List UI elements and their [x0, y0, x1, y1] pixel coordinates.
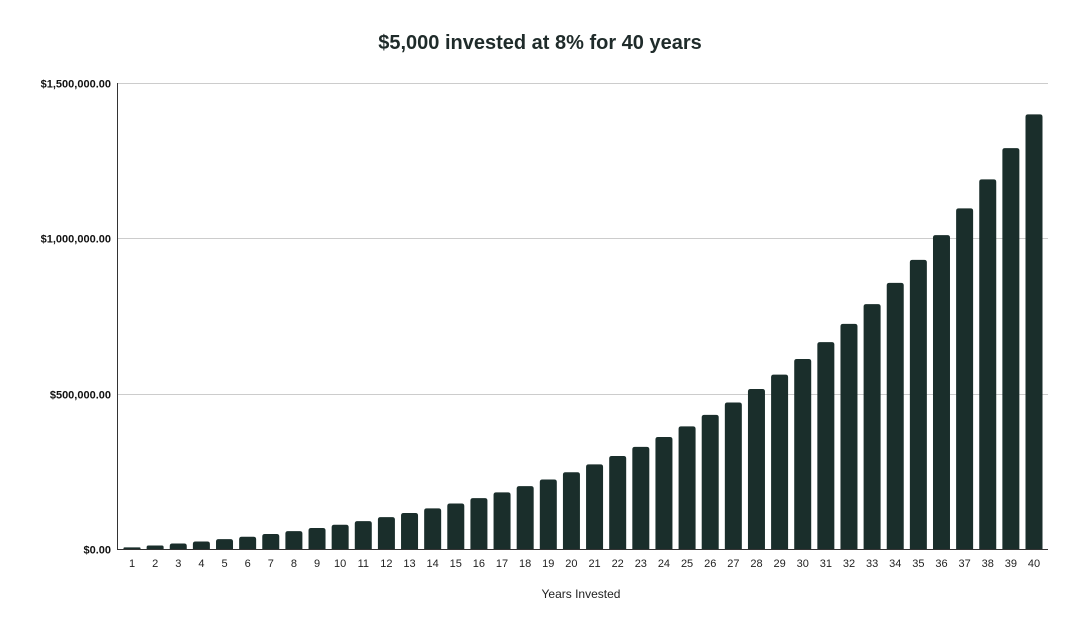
bar: [817, 342, 835, 549]
x-tick-label: 39: [1005, 558, 1017, 570]
y-tick-label: $500,000.00: [50, 390, 111, 402]
x-tick-label: 34: [889, 558, 901, 570]
y-tick-label: $0.00: [83, 545, 111, 557]
bar: [701, 414, 719, 549]
x-tick-label: 6: [245, 558, 251, 570]
bar: [308, 528, 326, 549]
bar: [979, 179, 997, 549]
x-tick-label: 32: [843, 558, 855, 570]
x-tick-label: 38: [982, 558, 994, 570]
bar: [239, 536, 257, 549]
bar: [909, 259, 927, 549]
bar: [470, 498, 488, 549]
x-tick-label: 17: [496, 558, 508, 570]
x-tick-label: 25: [681, 558, 693, 570]
bar: [123, 547, 141, 549]
x-tick-label: 8: [291, 558, 297, 570]
bar: [747, 389, 765, 549]
x-tick-label: 23: [635, 558, 647, 570]
x-tick-label: 10: [334, 558, 346, 570]
x-tick-label: 19: [542, 558, 554, 570]
x-tick-label: 36: [935, 558, 947, 570]
x-tick-label: 27: [727, 558, 739, 570]
chart-title: $5,000 invested at 8% for 40 years: [378, 32, 702, 54]
bar: [401, 512, 419, 549]
x-tick-label: 20: [565, 558, 577, 570]
x-tick-label: 2: [152, 558, 158, 570]
bar: [886, 282, 904, 549]
grid-lines: [117, 83, 1048, 395]
bar: [724, 402, 742, 549]
bar: [354, 521, 372, 549]
bar: [447, 503, 465, 549]
x-tick-label: 26: [704, 558, 716, 570]
bar: [678, 426, 696, 549]
y-tick-label: $1,000,000.00: [41, 234, 111, 246]
bar: [285, 531, 303, 549]
x-tick-label: 33: [866, 558, 878, 570]
x-tick-label: 29: [773, 558, 785, 570]
x-tick-label: 24: [658, 558, 670, 570]
y-tick-labels: $0.00 $500,000.00 $1,000,000.00 $1,500,000.…: [41, 79, 111, 557]
x-tick-label: 16: [473, 558, 485, 570]
x-tick-label: 37: [958, 558, 970, 570]
bar: [1002, 148, 1020, 550]
bar: [331, 524, 349, 549]
bars: [123, 114, 1043, 550]
bar: [609, 455, 627, 549]
x-tick-label: 40: [1028, 558, 1040, 570]
bar: [377, 517, 395, 549]
bar: [169, 543, 187, 549]
x-tick-label: 1: [129, 558, 135, 570]
x-tick-label: 5: [221, 558, 227, 570]
bar: [840, 323, 858, 549]
x-tick-label: 13: [403, 558, 415, 570]
bar: [1025, 114, 1043, 550]
bar: [192, 541, 210, 549]
x-tick-label: 12: [380, 558, 392, 570]
x-tick-label: 35: [912, 558, 924, 570]
x-tick-labels: 1 2 3 4 5 6 7 8 9 10 11 12 13 14 15 16 17 18 19 20 21 22 23 24 2…: [129, 558, 1040, 570]
y-tick-label: $1,500,000.00: [41, 79, 111, 91]
bar: [539, 479, 557, 549]
x-tick-label: 7: [268, 558, 274, 570]
x-tick-label: 30: [797, 558, 809, 570]
bar: [493, 492, 511, 549]
x-tick-label: 9: [314, 558, 320, 570]
x-tick-label: 4: [198, 558, 204, 570]
bar: [863, 304, 881, 549]
x-axis-label: Years Invested: [541, 587, 621, 601]
axes: [117, 83, 1048, 550]
bar: [655, 436, 673, 549]
x-tick-label: 22: [612, 558, 624, 570]
bar: [932, 235, 950, 549]
bar: [262, 534, 280, 549]
bar: [216, 539, 234, 549]
bar: [632, 446, 650, 549]
bar: [562, 472, 580, 549]
bar: [424, 508, 442, 549]
x-tick-label: 15: [450, 558, 462, 570]
x-tick-label: 18: [519, 558, 531, 570]
x-tick-label: 21: [588, 558, 600, 570]
bar: [956, 208, 974, 549]
bar: [771, 374, 789, 549]
bar: [586, 464, 604, 549]
x-tick-label: 3: [175, 558, 181, 570]
bar: [146, 545, 164, 549]
bar: [794, 358, 812, 549]
x-tick-label: 14: [427, 558, 439, 570]
x-tick-label: 11: [358, 558, 369, 570]
bar: [516, 486, 534, 549]
x-tick-label: 31: [820, 558, 832, 570]
x-tick-label: 28: [750, 558, 762, 570]
